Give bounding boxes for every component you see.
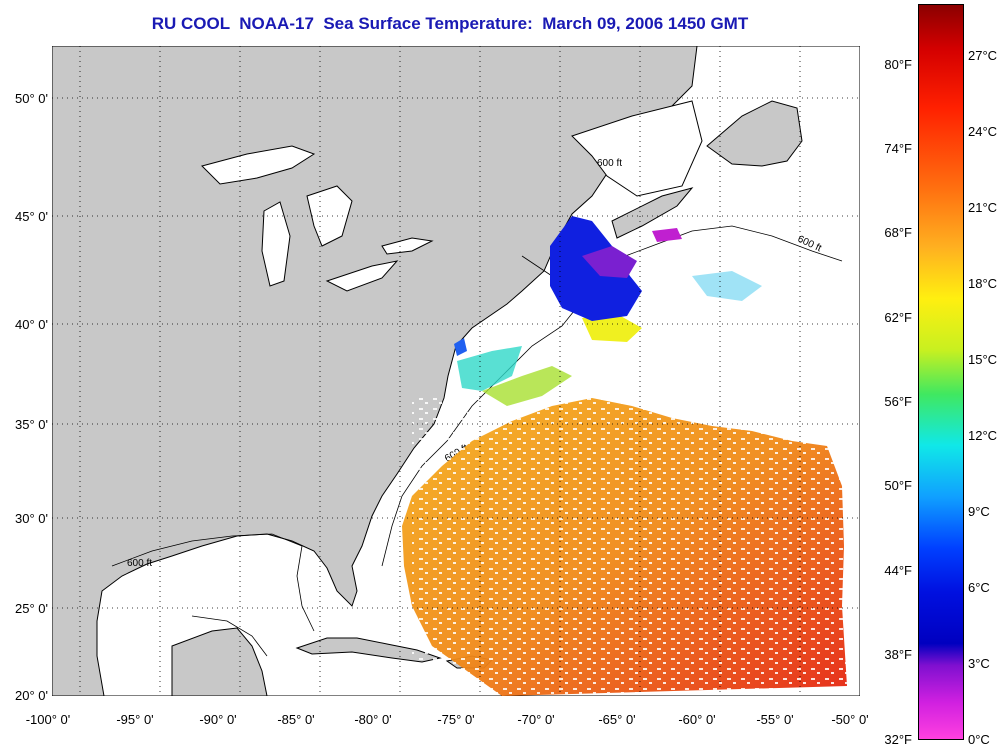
colorbar-c-label: 6°C bbox=[968, 580, 990, 595]
colorbar-c-label: 0°C bbox=[968, 732, 990, 747]
cloud-cover bbox=[412, 396, 847, 696]
lon-tick-label: -70° 0' bbox=[517, 712, 555, 727]
colorbar-c-label: 21°C bbox=[968, 200, 998, 215]
colorbar-f-label: 80°F bbox=[884, 57, 912, 72]
lon-tick-label: -75° 0' bbox=[437, 712, 475, 727]
lon-tick-label: -100° 0' bbox=[25, 712, 71, 727]
lon-tick-label: -65° 0' bbox=[598, 712, 636, 727]
colorbar-f-label: 62°F bbox=[884, 310, 912, 325]
temperature-colorbar bbox=[918, 4, 964, 740]
lat-tick-label: 20° 0' bbox=[15, 688, 48, 703]
sst-map: 600 ft 600 ft 600 ft 600 ft 600 ft bbox=[52, 46, 860, 696]
colorbar-f-label: 50°F bbox=[884, 478, 912, 493]
map-title: RU COOL NOAA-17 Sea Surface Temperature:… bbox=[151, 14, 749, 33]
colorbar-c-label: 9°C bbox=[968, 504, 990, 519]
sst-magenta-patch bbox=[652, 228, 682, 242]
sst-cool-water bbox=[457, 346, 522, 391]
lon-tick-label: -90° 0' bbox=[199, 712, 237, 727]
colorbar-f-label: 68°F bbox=[884, 225, 912, 240]
sst-green-water bbox=[482, 366, 572, 406]
lon-tick-label: -85° 0' bbox=[277, 712, 315, 727]
sst-yellow-patch bbox=[582, 314, 642, 342]
lat-tick-label: 25° 0' bbox=[15, 601, 48, 616]
lon-tick-label: -95° 0' bbox=[116, 712, 154, 727]
sst-cyan-streak bbox=[692, 271, 762, 301]
colorbar-f-label: 38°F bbox=[884, 647, 912, 662]
great-lakes bbox=[201, 145, 434, 292]
lat-tick-label: 30° 0' bbox=[15, 511, 48, 526]
isobath-label: 600 ft bbox=[127, 558, 152, 569]
land-nova-scotia bbox=[611, 187, 694, 239]
colorbar-f-label: 56°F bbox=[884, 394, 912, 409]
lat-tick-label: 45° 0' bbox=[15, 209, 48, 224]
gulf-st-lawrence bbox=[571, 100, 703, 197]
isobath-label: 600 ft bbox=[597, 158, 622, 169]
colorbar-c-label: 15°C bbox=[968, 352, 998, 367]
colorbar-f-label: 44°F bbox=[884, 563, 912, 578]
land-newfoundland bbox=[706, 100, 803, 167]
land-yucatan bbox=[171, 627, 268, 696]
colorbar-f-label: 74°F bbox=[884, 141, 912, 156]
colorbar-c-label: 27°C bbox=[968, 48, 998, 63]
colorbar-c-label: 18°C bbox=[968, 276, 998, 291]
sst-violet-water bbox=[582, 246, 637, 278]
lat-tick-label: 35° 0' bbox=[15, 417, 48, 432]
lon-tick-label: -60° 0' bbox=[678, 712, 716, 727]
graticule bbox=[52, 46, 860, 696]
sst-blue-patch bbox=[454, 338, 467, 356]
lon-tick-label: -50° 0' bbox=[831, 712, 869, 727]
lat-tick-label: 50° 0' bbox=[15, 91, 48, 106]
land-north-america bbox=[52, 46, 698, 696]
colorbar-c-label: 12°C bbox=[968, 428, 998, 443]
lon-tick-label: -55° 0' bbox=[756, 712, 794, 727]
colorbar-c-label: 3°C bbox=[968, 656, 990, 671]
lat-tick-label: 40° 0' bbox=[15, 317, 48, 332]
colorbar-f-label: 32°F bbox=[884, 732, 912, 747]
colorbar-c-label: 24°C bbox=[968, 124, 998, 139]
lon-tick-label: -80° 0' bbox=[354, 712, 392, 727]
